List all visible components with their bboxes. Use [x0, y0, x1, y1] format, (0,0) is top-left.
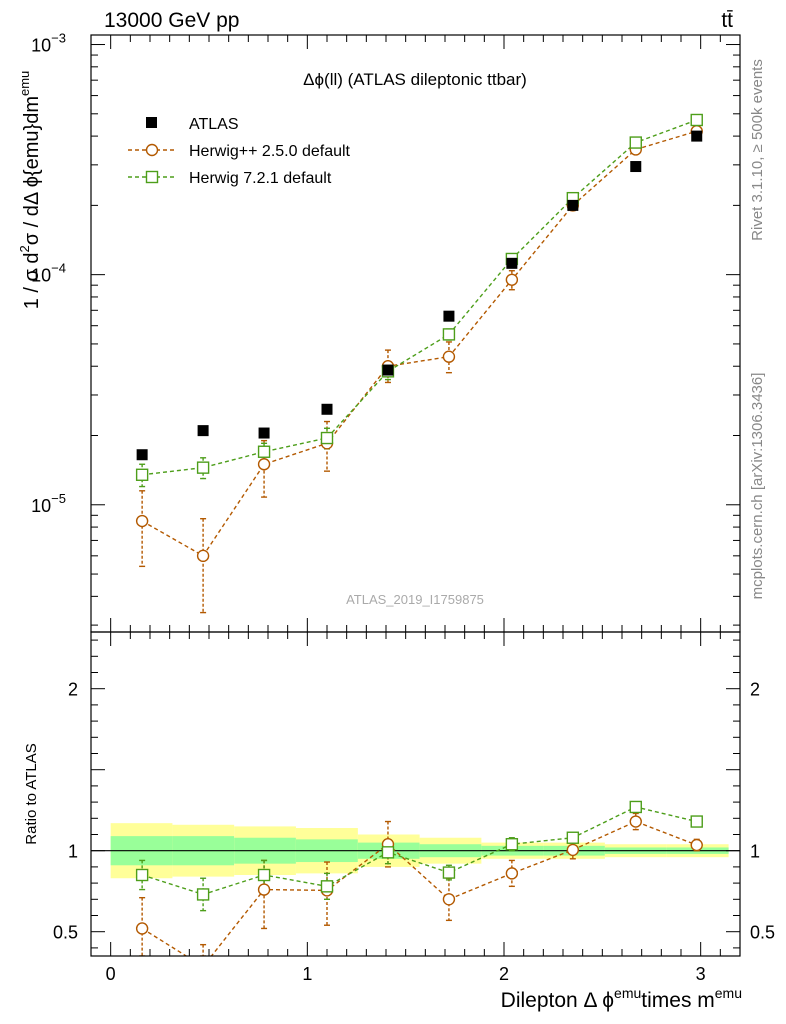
ratio-axes: 0 1 2 3 0.5 0.5 1 1 2 2	[53, 632, 775, 984]
main-axes: 10−510−410−3	[31, 31, 740, 632]
ratio-ytick-label-right: 2	[750, 680, 760, 700]
main-point	[196, 549, 210, 563]
ratio-point	[629, 800, 642, 814]
main-ytick-label: 10−3	[31, 31, 66, 56]
plot-title: Δϕ(ll) (ATLAS dileptonic ttbar)	[303, 70, 527, 89]
main-ytick-label-exp: −3	[51, 31, 66, 46]
ratio-point	[442, 893, 456, 906]
legend: ATLAS Herwig++ 2.5.0 default Herwig 7.2.…	[128, 116, 351, 187]
header-left-label: 13000 GeV pp	[104, 9, 239, 32]
legend-atlas-marker	[146, 117, 157, 128]
ratio-point	[505, 838, 519, 851]
ratio-xtick-label: 3	[696, 964, 706, 984]
main-plot-area	[135, 113, 703, 614]
main-point	[567, 199, 579, 211]
main-point	[136, 449, 148, 461]
main-ytick-label-base: 10	[31, 36, 51, 56]
ratio-point	[566, 831, 580, 844]
ratio-ytick-label-left: 2	[68, 680, 78, 700]
main-point	[443, 310, 455, 322]
main-ytick-label-base: 10	[31, 266, 51, 286]
ratio-panel: 0 1 2 3 0.5 0.5 1 1 2 2 Ratio to ATLAS Dilepton Δ…	[23, 631, 775, 1012]
ratio-xtick-label: 0	[106, 964, 116, 984]
main-point	[257, 458, 271, 471]
ratio-ytick-label-left: 1	[68, 842, 78, 862]
ratio-ytick-label-right: 1	[750, 842, 760, 862]
ratio-panel-frame	[90, 631, 741, 957]
legend-herwig7-marker	[145, 170, 159, 184]
main-series-line	[142, 119, 697, 476]
main-point	[442, 350, 456, 363]
ratio-point	[320, 880, 334, 893]
ratio-series-group	[135, 800, 703, 956]
ratio-series-line	[141, 806, 697, 896]
ratio-plot-area	[91, 800, 740, 956]
ratio-point	[505, 867, 519, 880]
ratio-point	[381, 846, 395, 859]
main-point	[505, 273, 519, 286]
legend-atlas-label: ATLAS	[189, 116, 239, 133]
ratio-xlabel-sup1: emu	[614, 985, 641, 1001]
main-ytick-label: 10−5	[31, 491, 66, 516]
ratio-point	[257, 868, 271, 882]
ratio-xlabel-part1: Dilepton Δ ϕ	[501, 989, 614, 1012]
main-ylabel-part2: σ / dΔ ϕ{emu}dm	[21, 96, 43, 245]
ratio-ytick-label-left: 0.5	[53, 923, 78, 943]
main-point	[442, 328, 456, 341]
main-series-line	[141, 130, 697, 557]
main-point	[382, 364, 394, 376]
ratio-xlabel-part2: times m	[641, 989, 715, 1012]
main-panel: 10−510−410−3 Δϕ(ll) (ATLAS dileptonic tt…	[17, 31, 741, 633]
main-ylabel: 1 / σ d2σ / dΔ ϕ{emu}dmemu	[17, 71, 43, 310]
mcplots-label: mcplots.cern.ch [arXiv:1306.3436]	[749, 373, 766, 600]
main-point	[506, 257, 518, 269]
legend-herwig7-label: Herwig 7.2.1 default	[189, 170, 332, 187]
ratio-ytick-label-right: 0.5	[750, 923, 775, 943]
ratio-ylabel: Ratio to ATLAS	[23, 743, 40, 844]
ratio-point	[257, 883, 271, 896]
ratio-series-line	[141, 820, 697, 956]
header-right-label: tt̄	[721, 9, 733, 32]
main-point	[320, 431, 334, 445]
main-ytick-label-base: 10	[31, 496, 51, 516]
main-ylabel-sup2: emu	[17, 71, 32, 96]
legend-herwigpp-marker	[145, 143, 159, 157]
ratio-xlabel: Dilepton Δ ϕemutimes memu	[501, 985, 742, 1012]
ratio-point	[135, 868, 149, 882]
main-ylabel-sup1: 2	[17, 245, 32, 252]
main-point	[135, 468, 149, 481]
main-point	[630, 161, 642, 173]
watermark: ATLAS_2019_I1759875	[346, 592, 484, 607]
main-ytick-label-exp: −5	[51, 491, 66, 506]
ratio-point	[442, 866, 456, 879]
ratio-point	[566, 843, 580, 857]
ratio-point	[135, 922, 149, 935]
rivet-label: Rivet 3.1.10, ≥ 500k events	[749, 59, 766, 241]
main-ytick-label-exp: −4	[51, 261, 66, 276]
ratio-point	[629, 815, 642, 828]
ratio-xtick-label: 1	[302, 964, 312, 984]
main-point	[629, 136, 642, 149]
main-point	[690, 113, 703, 127]
ratio-xlabel-sup2: emu	[715, 985, 742, 1001]
main-point	[135, 514, 149, 528]
ratio-point	[690, 838, 703, 852]
ratio-xtick-label: 2	[499, 964, 509, 984]
main-point	[691, 130, 703, 142]
main-point	[197, 425, 209, 437]
main-ytick-label: 10−4	[31, 261, 66, 286]
legend-herwigpp-label: Herwig++ 2.5.0 default	[189, 143, 351, 160]
ratio-point	[196, 888, 210, 901]
main-point	[257, 445, 271, 458]
main-point	[258, 427, 270, 439]
main-point	[321, 403, 333, 415]
main-ylabel-part1: 1 / σ d	[21, 252, 43, 309]
ratio-point	[690, 815, 703, 828]
main-point	[196, 461, 210, 474]
